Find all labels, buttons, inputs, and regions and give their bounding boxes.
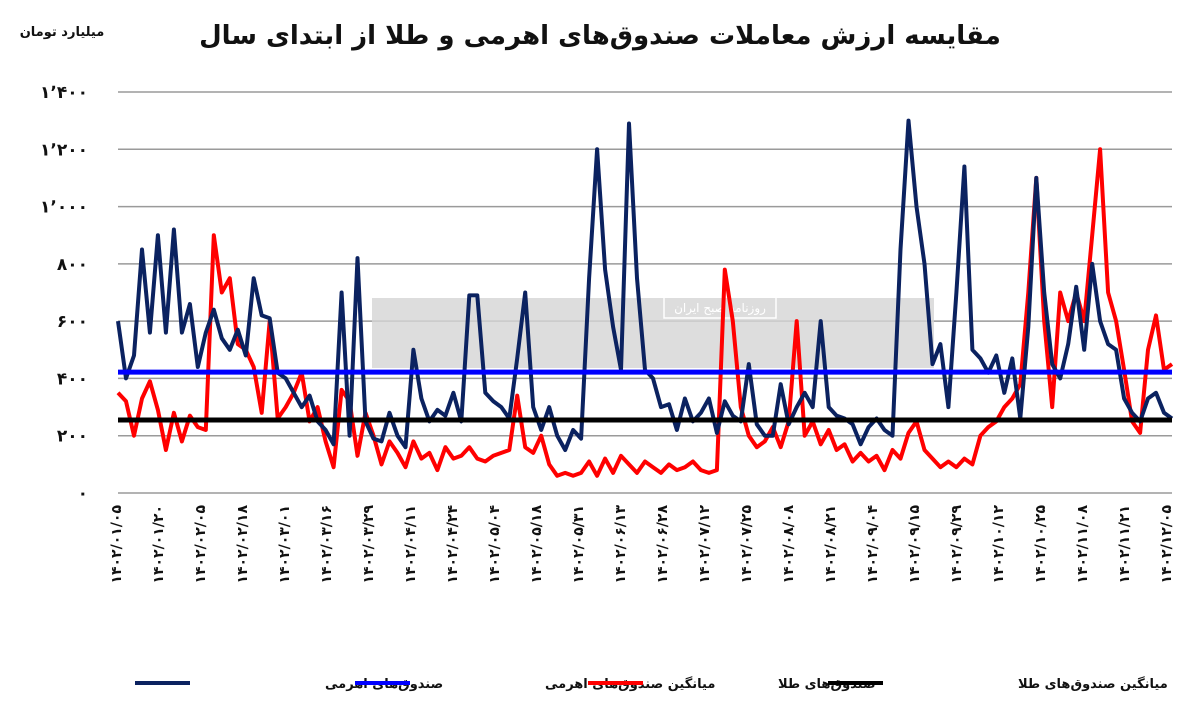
y-tick-label: ۶۰۰ [57,312,88,332]
gridlines [118,91,1172,494]
x-tick-label: ۱۴۰۲/۰۴/۲۴ [445,505,461,584]
legend-label: صندوق‌های طلا [778,677,876,692]
x-tick-label: ۱۴۰۲/۱۱/۰۸ [1075,505,1091,584]
y-tick-label: ۴۰۰ [57,369,88,389]
x-tick-label: ۱۴۰۲/۱۰/۲۵ [1033,505,1049,584]
x-tick-label: ۱۴۰۲/۰۲/۰۵ [193,505,209,584]
y-tick-label: ۰ [78,484,88,504]
y-tick-label: ۱٬۰۰۰ [40,198,88,218]
x-tick-label: ۱۴۰۲/۱۲/۰۵ [1159,505,1175,584]
y-axis-unit-label: میلیارد تومان [20,25,105,40]
chart-title: مقایسه ارزش معاملات صندوق‌های اهرمی و طل… [199,21,1001,51]
series-lines [116,118,1174,478]
x-tick-label: ۱۴۰۲/۰۳/۰۱ [277,505,293,584]
x-tick-label: ۱۴۰۲/۰۶/۱۳ [613,505,629,584]
y-tick-label: ۲۰۰ [57,427,88,447]
x-tick-label: ۱۴۰۲/۰۵/۰۴ [487,505,503,584]
x-tick-label: ۱۴۰۲/۰۵/۳۱ [571,505,587,584]
x-tick-label: ۱۴۰۲/۰۲/۱۸ [235,505,251,584]
watermark: روزنامه صبح ایران [372,295,934,368]
y-tick-label: ۱٬۲۰۰ [40,140,88,160]
x-tick-label: ۱۴۰۲/۰۸/۲۱ [823,505,839,584]
x-tick-label: ۱۴۰۲/۰۹/۲۹ [949,505,965,584]
x-tick-label: ۱۴۰۲/۰۳/۲۹ [361,505,377,584]
x-tick-label: ۱۴۰۲/۰۷/۱۲ [697,505,713,584]
y-tick-label: ۱٬۴۰۰ [40,83,88,103]
x-tick-label: ۱۴۰۲/۰۷/۲۵ [739,505,755,584]
x-tick-label: ۱۴۰۲/۰۶/۲۸ [655,505,671,584]
x-tick-label: ۱۴۰۲/۰۹/۱۵ [907,505,923,584]
x-tick-label: ۱۴۰۲/۰۴/۱۱ [403,505,419,584]
legend-label: میانگین صندوق‌های طلا [1018,676,1168,692]
x-tick-label: ۱۴۰۲/۰۸/۰۸ [781,505,797,584]
x-tick-label: ۱۴۰۲/۰۳/۱۶ [319,505,335,584]
y-tick-label: ۸۰۰ [57,255,88,275]
x-tick-label: ۱۴۰۲/۰۱/۲۰ [151,505,167,584]
x-tick-label: ۱۴۰۲/۱۱/۲۱ [1117,505,1133,584]
x-tick-label: ۱۴۰۲/۱۰/۱۲ [991,505,1007,584]
x-tick-label: ۱۴۰۲/۰۱/۰۵ [109,505,125,584]
y-axis-ticks: ۰ ۲۰۰ ۴۰۰ ۶۰۰ ۸۰۰ ۱٬۰۰۰ ۱٬۲۰۰ ۱٬۴۰۰ [40,83,88,504]
watermark-text: روزنامه صبح ایران [674,301,766,316]
x-tick-label: ۱۴۰۲/۰۹/۰۴ [865,505,881,584]
x-tick-label: ۱۴۰۲/۰۵/۱۸ [529,505,545,584]
x-axis-ticks: ۱۴۰۲/۰۱/۰۵ ۱۴۰۲/۰۱/۲۰ ۱۴۰۲/۰۲/۰۵ ۱۴۰۲/۰۲/۱۸… [109,505,1175,584]
